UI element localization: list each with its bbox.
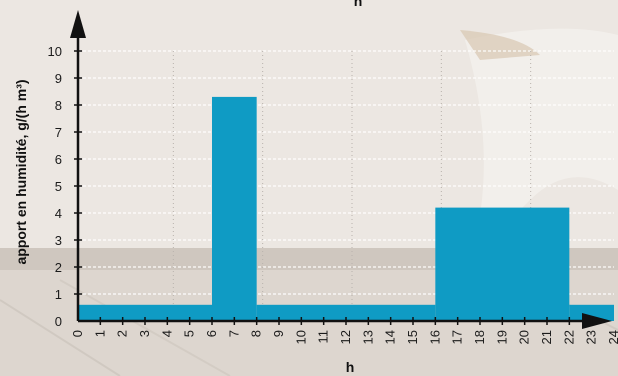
x-tick-label: 14 [383, 330, 398, 344]
x-tick-label: 4 [159, 330, 174, 337]
x-tick-label: 12 [338, 330, 353, 344]
x-tick-label: 1 [92, 330, 107, 337]
x-tick-label: 19 [494, 330, 509, 344]
x-tick-label: 7 [226, 330, 241, 337]
y-axis-arrow [70, 10, 86, 38]
x-tick-label: 0 [70, 330, 85, 337]
x-tick-label: 16 [427, 330, 442, 344]
x-tick-label: 22 [561, 330, 576, 344]
background-object [460, 30, 540, 60]
y-tick-labels: 0 1 2 3 4 5 6 7 8 9 10 [48, 44, 62, 329]
x-tick-label: 15 [405, 330, 420, 344]
y-tick-label: 0 [55, 314, 62, 329]
background-floor-streak [59, 279, 231, 376]
y-tick-label: 7 [55, 125, 62, 140]
x-tick-label: 18 [472, 330, 487, 344]
y-tick-label: 6 [55, 152, 62, 167]
x-tick-label: 23 [584, 330, 599, 344]
bars [78, 96, 614, 322]
x-tick-label: 10 [293, 330, 308, 344]
background-floor-streak [0, 299, 121, 376]
bar-segment [569, 304, 614, 321]
x-tick-label: 8 [249, 330, 264, 337]
x-tick-label: 2 [115, 330, 130, 337]
y-tick-label: 9 [55, 71, 62, 86]
background-sheet [465, 28, 618, 261]
y-tick-label: 3 [55, 233, 62, 248]
x-tick-label: 13 [360, 330, 375, 344]
y-tick-label: 10 [48, 44, 62, 59]
bar-segment [78, 304, 212, 321]
bar-segment [435, 207, 570, 321]
x-tick-labels: 0 1 2 3 4 5 6 7 8 9 10 11 12 13 14 15 16 17 18 19 20 21 22 23 24 [70, 330, 618, 344]
x-tick-label: 17 [450, 330, 465, 344]
x-tick-label: 11 [316, 330, 331, 344]
x-tick-label: 21 [539, 330, 554, 344]
y-tick-label: 2 [55, 260, 62, 275]
y-tick-label: 5 [55, 179, 62, 194]
x-tick-label: 5 [182, 330, 197, 337]
x-tick-label: 3 [137, 330, 152, 337]
bar-segment [256, 304, 436, 321]
x-tick-label: 20 [517, 330, 532, 344]
top-axis-label: h [354, 0, 363, 9]
x-axis-arrow [582, 313, 612, 329]
x-tick-label: 9 [271, 330, 286, 337]
x-tick-label: 6 [204, 330, 219, 337]
x-tick-label: 24 [606, 330, 618, 344]
y-tick-label: 4 [55, 206, 62, 221]
axes [70, 10, 612, 329]
y-tick-label: 8 [55, 98, 62, 113]
x-axis-title: h [346, 359, 355, 375]
bar-segment [212, 96, 257, 322]
y-axis-title: apport en humidité, g/(h m³) [13, 79, 29, 264]
y-tick-label: 1 [55, 287, 62, 302]
